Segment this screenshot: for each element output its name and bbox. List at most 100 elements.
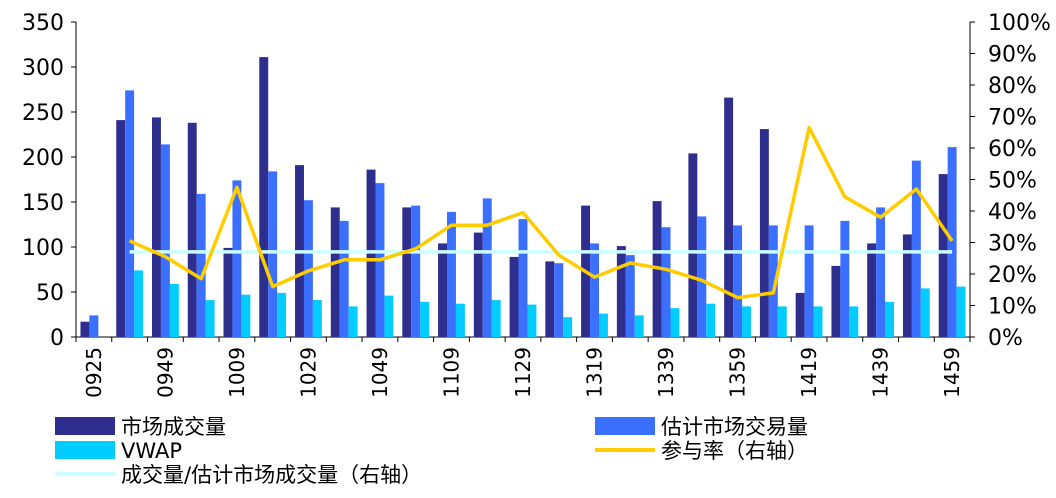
left-tick-label: 200 — [22, 146, 64, 171]
bar-估计市场交易量 — [876, 207, 886, 337]
x-tick-label: 1109 — [440, 347, 464, 398]
legend-label: 参与率（右轴） — [661, 439, 808, 463]
x-tick-label: 1129 — [511, 347, 535, 398]
x-tick-label: 1009 — [225, 347, 249, 398]
bar-估计市场交易量 — [447, 211, 456, 337]
left-tick-label: 350 — [22, 11, 64, 36]
bar-VWAP — [527, 304, 537, 337]
legend-swatch — [55, 441, 115, 459]
bar-VWAP — [348, 306, 358, 337]
x-tick-label: 0949 — [153, 347, 177, 398]
bar-估计市场交易量 — [947, 147, 957, 337]
bar-市场成交量 — [259, 57, 269, 337]
bar-估计市场交易量 — [125, 90, 135, 338]
right-tick-label: 10% — [988, 295, 1037, 320]
bar-估计市场交易量 — [625, 255, 635, 337]
right-tick-label: 50% — [988, 169, 1037, 194]
bar-市场成交量 — [509, 256, 519, 337]
legend-label: VWAP — [121, 439, 182, 463]
right-tick-label: 70% — [988, 106, 1037, 131]
bar-估计市场交易量 — [303, 200, 313, 337]
bar-VWAP — [598, 313, 608, 337]
bar-估计市场交易量 — [89, 315, 99, 337]
bar-VWAP — [813, 306, 823, 337]
x-tick-label: 1439 — [869, 347, 893, 398]
bar-VWAP — [634, 315, 644, 337]
bar-市场成交量 — [116, 120, 126, 337]
legend-swatch — [55, 417, 115, 435]
bar-估计市场交易量 — [411, 205, 421, 337]
bar-VWAP — [312, 300, 322, 337]
bar-估计市场交易量 — [518, 219, 528, 337]
right-tick-label: 20% — [988, 263, 1037, 288]
x-tick-labels: 0925 0949 1009 1029 1049 1109 1129 1319 1339 1359… — [82, 347, 964, 398]
legend: 市场成交量 估计市场交易量 VWAP 参与率（右轴） 成交量/估计市场成交量（右轴） — [55, 415, 808, 487]
x-tick-label: 1419 — [797, 347, 821, 398]
bars — [80, 57, 966, 338]
right-tick-label: 30% — [988, 232, 1037, 257]
x-tick-label: 1049 — [368, 347, 392, 398]
bar-VWAP — [956, 286, 966, 337]
bar-市场成交量 — [545, 261, 555, 337]
right-tick-label: 60% — [988, 137, 1037, 162]
legend-label: 估计市场交易量 — [661, 415, 808, 439]
bar-VWAP — [920, 288, 930, 337]
bar-市场成交量 — [151, 117, 161, 338]
bar-VWAP — [277, 292, 287, 337]
bar-估计市场交易量 — [268, 171, 278, 337]
bar-市场成交量 — [402, 207, 412, 337]
bar-市场成交量 — [795, 292, 805, 337]
bar-市场成交量 — [223, 247, 233, 337]
bar-VWAP — [420, 301, 430, 337]
bar-VWAP — [742, 306, 751, 337]
bar-市场成交量 — [473, 232, 483, 337]
right-tick-label: 0% — [988, 326, 1023, 351]
left-tick-label: 0 — [50, 326, 64, 351]
bar-VWAP — [670, 308, 680, 337]
bar-市场成交量 — [867, 243, 877, 337]
legend-swatch — [595, 417, 655, 435]
bar-市场成交量 — [330, 207, 340, 337]
x-tick-label: 1459 — [940, 347, 964, 398]
left-tick-label: 300 — [22, 56, 64, 81]
bar-VWAP — [849, 306, 859, 337]
bar-市场成交量 — [902, 234, 912, 337]
lines — [128, 125, 954, 300]
right-tick-label: 100% — [988, 11, 1051, 36]
bar-VWAP — [706, 303, 716, 337]
x-tick-label: 1319 — [583, 347, 607, 398]
right-tick-label: 80% — [988, 74, 1037, 99]
bar-市场成交量 — [616, 246, 626, 337]
left-tick-label: 100 — [22, 236, 64, 261]
x-tick-label: 0925 — [82, 347, 106, 398]
axes: 0 50 100 150 200 250 300 350 0% 10% 20% 30% 40% 50% 60… — [22, 11, 1051, 351]
bar-VWAP — [885, 301, 895, 337]
bar-市场成交量 — [831, 265, 841, 337]
bar-市场成交量 — [187, 122, 197, 337]
bar-VWAP — [455, 303, 465, 337]
bar-市场成交量 — [80, 321, 90, 337]
bar-VWAP — [134, 270, 144, 337]
bar-市场成交量 — [438, 243, 448, 337]
bar-估计市场交易量 — [160, 144, 170, 337]
bar-估计市场交易量 — [232, 180, 242, 337]
bar-VWAP — [777, 306, 787, 337]
x-tick-label: 1029 — [296, 347, 320, 398]
bar-VWAP — [205, 300, 215, 337]
bar-VWAP — [384, 295, 394, 337]
line-series-0 — [128, 125, 954, 300]
bar-VWAP — [491, 300, 501, 337]
bar-估计市场交易量 — [590, 243, 599, 337]
x-tick-label: 1359 — [726, 347, 750, 398]
bar-估计市场交易量 — [768, 225, 778, 337]
bar-市场成交量 — [688, 153, 698, 337]
bar-估计市场交易量 — [911, 160, 921, 337]
bar-市场成交量 — [724, 97, 734, 337]
left-tick-label: 150 — [22, 191, 64, 216]
left-tick-label: 250 — [22, 101, 64, 126]
bar-估计市场交易量 — [482, 198, 492, 337]
legend-label: 市场成交量 — [121, 415, 226, 439]
bar-估计市场交易量 — [554, 263, 564, 337]
bar-估计市场交易量 — [661, 227, 671, 337]
